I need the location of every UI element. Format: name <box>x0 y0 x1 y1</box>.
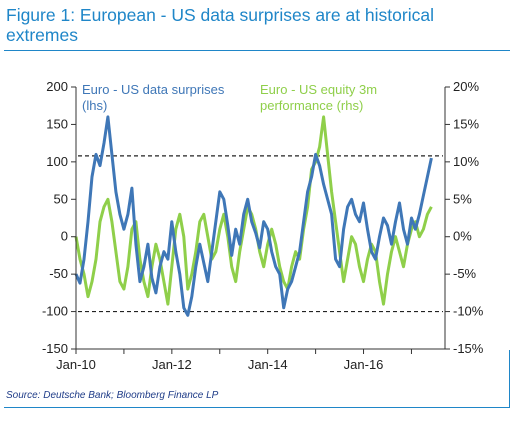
legend-surprises-line2: (lhs) <box>82 98 107 113</box>
right-tick-label: 15% <box>453 116 479 131</box>
left-tick-label: 50 <box>54 191 68 206</box>
x-tick-label: Jan-16 <box>344 357 384 372</box>
left-tick-label: 0 <box>61 229 68 244</box>
left-tick-label: 200 <box>46 79 68 94</box>
right-tick-label: 5% <box>453 191 472 206</box>
left-tick-label: 150 <box>46 116 68 131</box>
x-tick-label: Jan-10 <box>56 357 96 372</box>
source-note: Source: Deutsche Bank; Bloomberg Finance… <box>6 390 219 401</box>
right-tick-label: 20% <box>453 79 479 94</box>
title-rule <box>4 50 510 51</box>
left-tick-label: 100 <box>46 154 68 169</box>
right-tick-label: -15% <box>453 341 484 356</box>
left-tick-label: -100 <box>42 304 68 319</box>
right-tick-label: 0% <box>453 229 472 244</box>
legend-equity-line1: Euro - US equity 3m <box>260 82 377 97</box>
right-rule <box>509 350 510 408</box>
legend-surprises-line1: Euro - US data surprises <box>82 82 225 97</box>
surprises-line <box>74 115 433 317</box>
right-tick-label: 10% <box>453 154 479 169</box>
x-tick-label: Jan-12 <box>152 357 192 372</box>
figure-title: Figure 1: European - US data surprises a… <box>6 5 434 45</box>
left-tick-label: -50 <box>49 266 68 281</box>
legend-equity-line2: performance (rhs) <box>260 98 363 113</box>
right-tick-label: -10% <box>453 304 484 319</box>
left-tick-label: -150 <box>42 341 68 356</box>
x-tick-label: Jan-14 <box>248 357 288 372</box>
bottom-rule <box>4 407 510 408</box>
right-tick-label: -5% <box>453 266 477 281</box>
